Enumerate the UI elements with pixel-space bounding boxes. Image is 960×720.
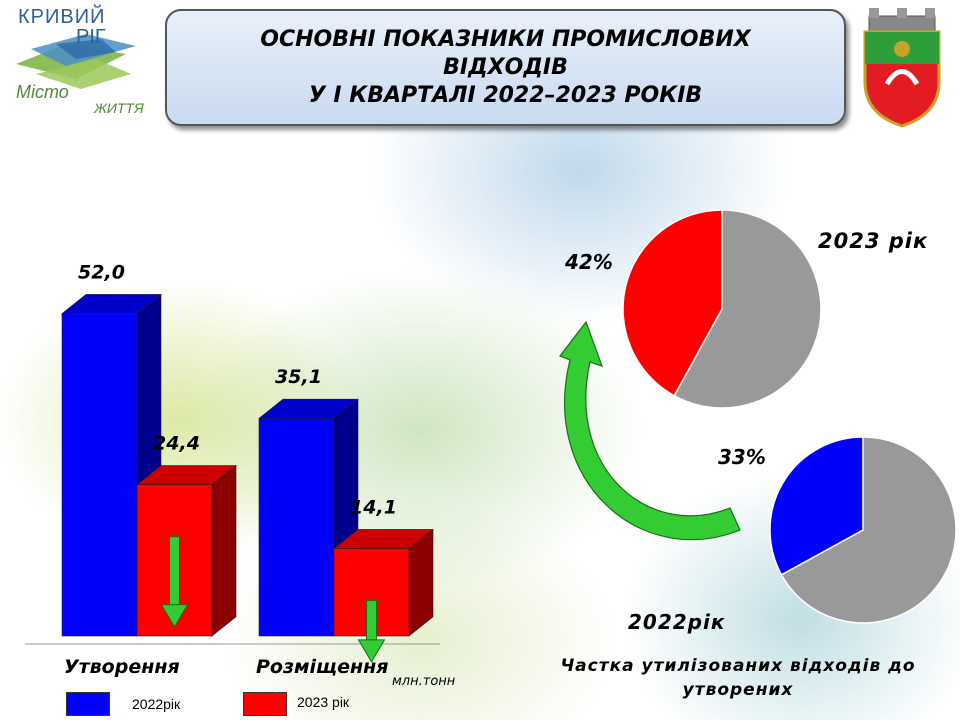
category-label-placement: Розміщення [256,656,389,678]
legend-label-2022: 2022рік [132,696,181,712]
pie-2023 [622,209,822,409]
pie-2022-slice-share [769,436,864,576]
bar-value-label: 35,1 [275,366,322,388]
pie-2022-percent-label: 33% [718,445,766,469]
bar-value-label: 14,1 [350,496,397,518]
unit-label: млн.тонн [392,674,456,689]
bar-2022-1 [258,398,359,637]
pie-2023-year-label: 2023 рік [818,229,929,253]
curved-arrow-icon [559,320,741,541]
title-line3: У І КВАРТАЛІ 2022–2023 РОКІВ [308,82,703,108]
decrease-arrow-icon [160,536,189,628]
bar-2022-0 [61,293,162,637]
legend-swatch-2023 [243,692,287,716]
city-emblem-icon [863,8,941,128]
logo-text-line2: РІГ [76,26,106,48]
page-title: ОСНОВНІ ПОКАЗНИКИ ПРОМИСЛОВИХ ВІДХОДІВ У… [165,9,846,126]
pie-caption: Частка утилізованих відходів до утворени… [560,656,916,700]
bar-2023-0 [136,464,237,637]
pie-2022-year-label: 2022рік [628,610,726,634]
bar-2023-1 [333,528,434,637]
bar-value-label: 24,4 [153,433,200,455]
pie-2022 [769,436,957,624]
title-line2: ВІДХОДІВ [443,54,568,80]
category-label-generation: Утворення [64,656,180,678]
title-line1: ОСНОВНІ ПОКАЗНИКИ ПРОМИСЛОВИХ [260,26,751,52]
logo-graphic-icon [16,34,136,89]
city-logo: КРИВИЙ РІГ Місто ЖИТТЯ [6,4,146,124]
legend-swatch-2022 [66,692,110,716]
decrease-arrow-icon [357,600,386,663]
logo-text-line4: ЖИТТЯ [94,100,144,116]
logo-text-line3: Місто [16,82,69,102]
bar-value-label: 52,0 [78,261,125,283]
logo-text-line1: КРИВИЙ [18,6,106,28]
pie-2023-slice-share [622,209,723,397]
pie-2023-percent-label: 42% [565,250,613,274]
legend-label-2023: 2023 рік [297,694,350,710]
